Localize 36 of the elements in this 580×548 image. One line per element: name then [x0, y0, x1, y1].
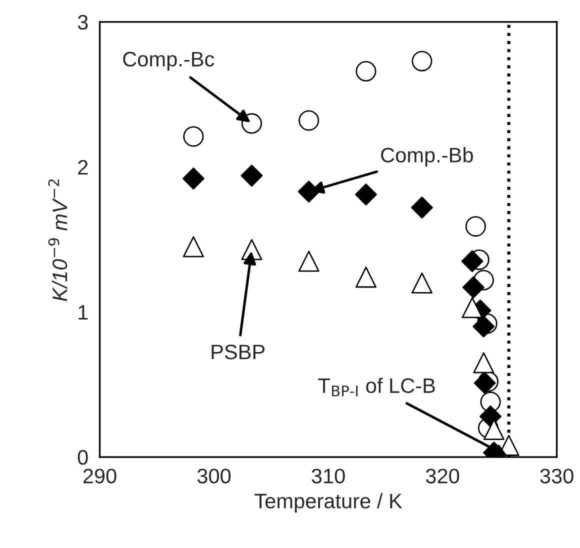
point: [411, 272, 432, 294]
annotation: T$_{BP-I}$ of LC-B: [318, 378, 435, 396]
point: [461, 250, 484, 272]
annotation: PSBP: [212, 344, 265, 360]
y-tick-label: 1: [78, 305, 88, 320]
point: [354, 184, 377, 206]
point: [480, 405, 502, 428]
y-axis-title: K/10$^{−9}$ mV$^{−2}$: [48, 179, 68, 302]
point: [474, 372, 496, 394]
point: [298, 180, 320, 203]
point: [465, 216, 486, 237]
point: [240, 164, 263, 187]
point: [462, 276, 484, 298]
point: [298, 110, 320, 131]
y-tick-label: 0: [78, 450, 88, 465]
point: [462, 297, 483, 318]
point: [473, 352, 494, 374]
x-tick-label: 310: [312, 468, 345, 484]
x-tick-label: 320: [426, 468, 460, 484]
annotation: Comp.-Bb: [381, 147, 473, 167]
point: [182, 168, 204, 190]
point: [298, 250, 320, 272]
annotation: Comp.-Bc: [123, 52, 214, 71]
x-tick-label: 290: [83, 468, 116, 484]
point: [356, 60, 376, 82]
y-tick-label: 3: [78, 14, 88, 30]
point: [183, 126, 204, 147]
point: [412, 50, 432, 72]
y-tick-label: 2: [78, 160, 88, 175]
x-tick-label: 330: [540, 468, 574, 484]
point: [472, 316, 495, 338]
point: [182, 236, 204, 258]
point: [410, 196, 433, 219]
point: [355, 266, 376, 288]
x-axis-title: Temperature / K: [254, 493, 402, 513]
x-tick-label: 300: [197, 468, 231, 484]
